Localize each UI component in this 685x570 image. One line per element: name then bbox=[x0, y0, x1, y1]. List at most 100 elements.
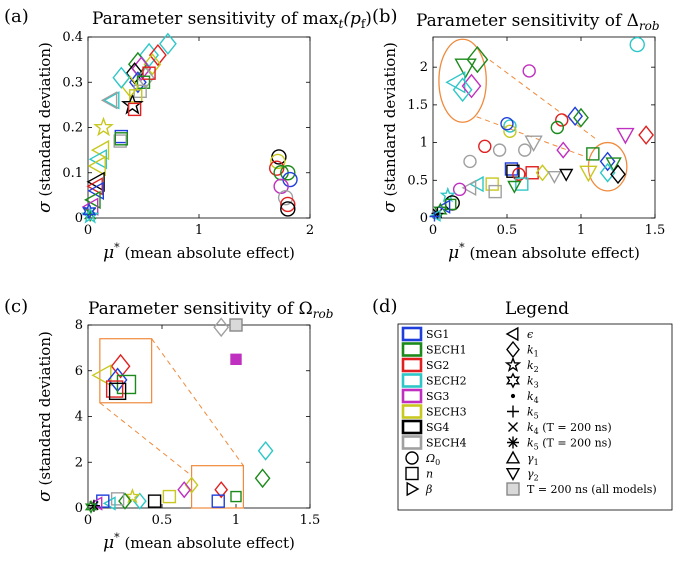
data-point bbox=[91, 364, 112, 387]
legend-shape-label: n bbox=[426, 468, 433, 481]
x-tick-label: 1 bbox=[577, 223, 585, 238]
legend-shape-label: k1 bbox=[527, 344, 539, 359]
y-tick-label: 4 bbox=[75, 410, 83, 425]
data-point bbox=[507, 180, 522, 194]
legend-marker bbox=[405, 466, 419, 481]
legend-swatch bbox=[401, 419, 423, 435]
data-point bbox=[118, 492, 132, 510]
data-point bbox=[257, 440, 274, 461]
data-point bbox=[478, 139, 492, 154]
legend-marker bbox=[405, 451, 419, 465]
data-point bbox=[149, 43, 167, 67]
x-tick-label: 1 bbox=[232, 513, 240, 528]
legend-model-label: SECH2 bbox=[426, 375, 467, 388]
data-point bbox=[559, 168, 574, 182]
inset-circle-zoom bbox=[438, 38, 487, 123]
data-point bbox=[573, 107, 589, 128]
x-tick-label: 1.5 bbox=[645, 223, 666, 238]
inset-connector bbox=[151, 338, 244, 466]
legend-marker bbox=[505, 450, 521, 464]
y-tick-label: 0 bbox=[75, 501, 83, 516]
data-point bbox=[84, 499, 97, 514]
y-tick-label: 0.1 bbox=[62, 166, 83, 181]
x-tick-label: 1.5 bbox=[300, 513, 321, 528]
data-point bbox=[550, 120, 565, 135]
data-point bbox=[525, 166, 539, 180]
data-point bbox=[184, 476, 199, 494]
y-tick-label: 0.2 bbox=[62, 121, 83, 136]
legend-shape-label: k5 bbox=[527, 406, 539, 421]
data-point bbox=[555, 113, 569, 127]
data-point bbox=[579, 165, 598, 183]
y-tick-label: 0 bbox=[75, 211, 83, 226]
legend-marker bbox=[508, 422, 518, 432]
x-axis-label: μ* (mean absolute effect) bbox=[448, 241, 640, 263]
data-point bbox=[108, 382, 127, 401]
legend-marker bbox=[510, 393, 516, 399]
y-tick-label: 0.3 bbox=[62, 75, 83, 90]
legend-swatch bbox=[401, 373, 423, 388]
data-point bbox=[503, 124, 517, 138]
data-point bbox=[229, 318, 243, 332]
data-point bbox=[586, 147, 600, 161]
x-tick-label: 1 bbox=[195, 223, 203, 238]
data-point bbox=[90, 139, 110, 161]
data-point bbox=[214, 481, 229, 499]
y-tick-label: 2 bbox=[75, 455, 83, 470]
data-point bbox=[445, 71, 466, 94]
data-point bbox=[610, 164, 626, 185]
data-point bbox=[124, 487, 141, 504]
y-tick-label: 6 bbox=[75, 364, 83, 379]
data-point bbox=[177, 481, 192, 499]
legend-shape-label: k4 bbox=[527, 390, 539, 405]
data-point bbox=[143, 53, 162, 76]
legend-marker bbox=[507, 436, 519, 449]
data-point bbox=[444, 195, 460, 211]
legend-model-label: SG2 bbox=[426, 359, 449, 372]
legend-marker bbox=[505, 326, 519, 342]
data-point bbox=[429, 211, 440, 222]
panel-a: (a) Parameter sensitivity of maxt(pf) 0 1 2 0… bbox=[4, 6, 372, 263]
panel-title: Parameter sensitivity of Δrob bbox=[416, 11, 660, 33]
legend-model-label: SG1 bbox=[426, 328, 449, 341]
legend-shape-label: γ2 bbox=[527, 468, 539, 483]
inset-connector bbox=[482, 54, 596, 140]
legend-marker bbox=[406, 481, 420, 497]
legend-model-label: SECH3 bbox=[426, 406, 467, 419]
data-point bbox=[82, 203, 97, 220]
data-point bbox=[492, 143, 507, 157]
data-point bbox=[277, 189, 294, 206]
data-point bbox=[114, 132, 129, 146]
legend-swatch bbox=[401, 404, 423, 419]
legend-model-label: SG3 bbox=[426, 390, 449, 403]
y-tick-label: 0.4 bbox=[62, 30, 83, 45]
panel-title: Parameter sensitivity of maxt(pf) bbox=[92, 9, 372, 31]
data-point bbox=[280, 201, 296, 217]
panel-b: (b) Parameter sensitivity of Δrob 0 0.5 1 1.5… bbox=[372, 6, 665, 263]
data-point bbox=[485, 177, 499, 191]
legend-swatch bbox=[401, 342, 423, 357]
panel-d-legend: (d) Legend SG1 SECH1 SG2 SECH2 SG3 SECH3 SG4 SECH… bbox=[372, 296, 673, 511]
panel-label: (c) bbox=[4, 296, 28, 317]
data-point bbox=[112, 66, 131, 89]
x-tick-label: 2 bbox=[306, 223, 314, 238]
legend-marker bbox=[506, 482, 520, 496]
data-point bbox=[280, 165, 296, 181]
data-point bbox=[567, 106, 583, 127]
inset-connector bbox=[99, 402, 192, 477]
data-point bbox=[638, 125, 654, 145]
legend-shape-label: ϵ bbox=[527, 328, 533, 341]
axes-box bbox=[432, 36, 656, 219]
panel-label: (d) bbox=[372, 296, 398, 317]
y-tick-label: 1.5 bbox=[407, 98, 428, 113]
data-point bbox=[488, 184, 502, 199]
data-point bbox=[127, 102, 142, 117]
legend-model-label: SECH1 bbox=[426, 344, 467, 357]
x-tick-label: 0.5 bbox=[152, 513, 173, 528]
data-point bbox=[211, 494, 225, 508]
panel-title: Parameter sensitivity of Ωrob bbox=[88, 299, 333, 321]
data-point bbox=[518, 143, 532, 157]
legend-shape-label: k4 (T = 200 ns) bbox=[527, 421, 612, 436]
legend-shape-label: T = 200 ns (all models) bbox=[527, 483, 657, 496]
